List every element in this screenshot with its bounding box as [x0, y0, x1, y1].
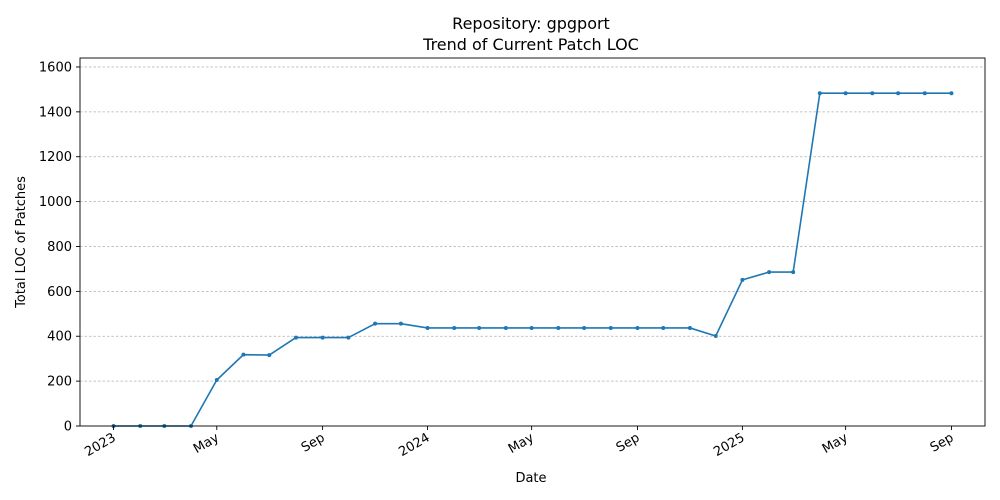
data-point	[608, 325, 613, 330]
data-point	[452, 325, 457, 330]
data-point	[635, 325, 640, 330]
data-point	[529, 325, 534, 330]
data-point	[870, 91, 875, 96]
data-point	[791, 270, 796, 275]
y-axis-label: Total LOC of Patches	[14, 176, 29, 309]
data-point	[582, 325, 587, 330]
data-point	[214, 378, 219, 382]
data-point	[320, 335, 325, 340]
y-tick-label: 1000	[39, 195, 72, 210]
gridlines	[80, 66, 985, 382]
chart-title: Repository: gpgport	[452, 14, 610, 33]
data-point	[896, 91, 901, 96]
data-point	[687, 325, 692, 330]
y-tick-label: 400	[47, 330, 72, 345]
data-point	[817, 91, 822, 96]
y-tick-label: 0	[64, 420, 72, 435]
y-tick-label: 800	[47, 240, 72, 255]
data-point	[346, 335, 351, 340]
data-point	[661, 325, 666, 330]
plot-area	[111, 91, 954, 428]
y-tick-label: 1200	[39, 150, 72, 165]
y-tick-label: 1400	[39, 105, 72, 120]
data-point	[843, 91, 848, 96]
axes-frame	[79, 57, 986, 427]
data-point	[425, 325, 430, 330]
data-point	[922, 91, 927, 96]
data-point	[477, 325, 482, 330]
chart-subtitle: Trend of Current Patch LOC	[422, 35, 639, 54]
y-tick-label: 600	[47, 285, 72, 300]
data-point	[503, 325, 508, 330]
y-tick-label: 200	[47, 375, 72, 390]
data-point	[398, 321, 403, 326]
data-point	[267, 353, 272, 358]
data-point	[713, 334, 718, 339]
data-point	[767, 270, 772, 275]
data-point	[241, 352, 246, 357]
data-point	[373, 321, 378, 326]
data-point	[293, 335, 298, 340]
data-point	[556, 325, 561, 330]
data-point	[949, 91, 954, 96]
x-axis-label: Date	[515, 471, 546, 486]
data-point	[740, 277, 745, 282]
y-tick-label: 1600	[39, 60, 72, 75]
